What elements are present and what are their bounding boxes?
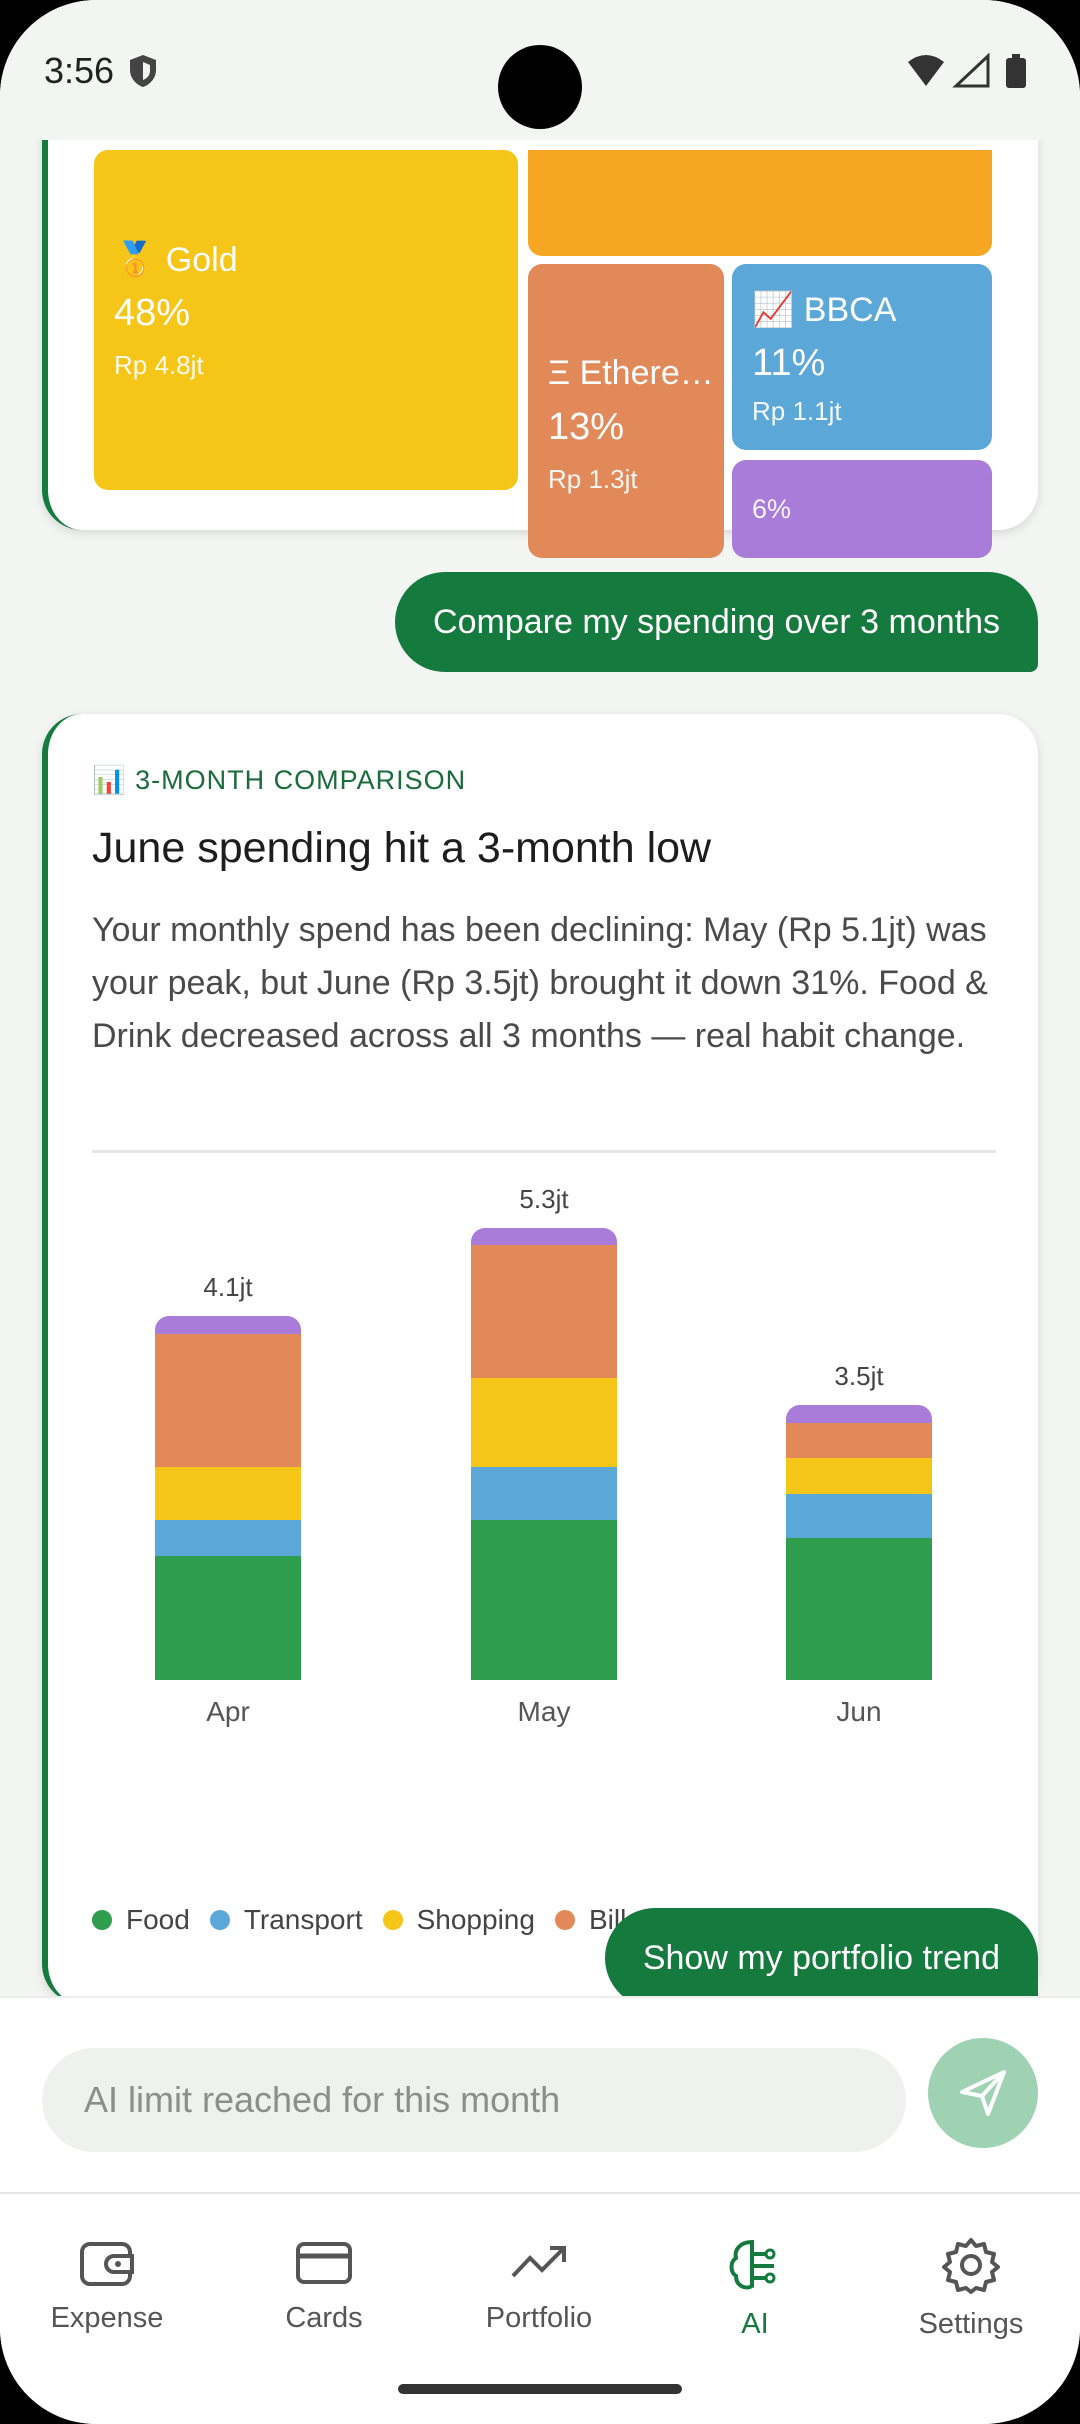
bar-segment-other-jun <box>786 1405 932 1423</box>
tile-percent: 6% <box>752 494 792 524</box>
bar-segment-bills-apr <box>155 1334 301 1468</box>
user-message: Compare my spending over 3 months <box>395 572 1038 672</box>
message-input[interactable] <box>42 2048 906 2152</box>
nav-cards[interactable]: Cards <box>244 2236 404 2335</box>
trend-icon <box>511 2246 566 2278</box>
comparison-card: 📊 3-MONTH COMPARISON June spending hit a… <box>42 714 1038 1996</box>
tile-label: BBCA <box>803 291 897 329</box>
x-tick-label: May <box>517 1696 571 1727</box>
bar-segment-shopping-apr <box>155 1467 301 1521</box>
system-status-icons <box>908 52 1026 88</box>
tile-label: Gold <box>165 241 238 279</box>
bar-segment-transport-may <box>471 1467 617 1521</box>
card-header: 📊 3-MONTH COMPARISON <box>92 764 466 796</box>
bar-total-label: 4.1jt <box>203 1272 253 1303</box>
bar-chart-icon: 📊 <box>92 765 127 795</box>
tile-amount: Rp 4.8jt <box>114 350 204 380</box>
bar-segment-food-apr <box>155 1555 301 1680</box>
bar-segment-bills-may <box>471 1245 617 1379</box>
send-icon <box>960 2070 1006 2116</box>
legend-dot <box>92 1910 112 1930</box>
bar-segment-shopping-jun <box>786 1458 932 1494</box>
legend-dot <box>209 1910 230 1930</box>
nav-ai[interactable]: AI <box>675 2236 835 2341</box>
tile-percent: 13% <box>548 406 625 448</box>
bar-segment-transport-jun <box>786 1493 932 1539</box>
legend-label: Food <box>126 1904 190 1935</box>
tile-gold[interactable]: 🥇 Gold 48% Rp 4.8jt <box>94 150 518 490</box>
tile-label: Ethere… <box>579 354 714 392</box>
tile-amount: Rp 1.3jt <box>548 464 638 494</box>
chart-up-icon: 📈 <box>752 291 795 329</box>
card-body: Your monthly spend has been declining: M… <box>92 911 988 1055</box>
x-tick-label: Jun <box>836 1696 882 1727</box>
x-tick-label: Apr <box>206 1696 250 1727</box>
wifi-icon <box>908 55 944 86</box>
tile-amount: Rp 1.1jt <box>752 396 842 426</box>
stacked-bar-chart: 4.1jt Apr 5.3jt May 3.5jt Jun <box>92 1184 996 1744</box>
bar-segment-other-may <box>471 1227 617 1246</box>
tile-ethereum[interactable]: Ξ Ethere… 13% Rp 1.3jt <box>528 264 724 558</box>
tile-percent: 48% <box>114 292 191 334</box>
battery-icon <box>1006 58 1026 88</box>
card-title: June spending hit a 3-month low <box>92 824 712 872</box>
user-message: Show my portfolio trend <box>604 1908 1038 1996</box>
medal-icon: 🥇 <box>114 241 157 279</box>
card-icon <box>296 2242 352 2284</box>
legend-dot <box>382 1910 403 1930</box>
shield-icon <box>130 55 156 87</box>
tile-bbca[interactable]: 📈 BBCA 11% Rp 1.1jt <box>732 264 992 450</box>
card-header-label: 3-MONTH COMPARISON <box>135 765 467 795</box>
legend-item-shopping: Shopping <box>382 1904 535 1936</box>
chat-thread[interactable]: 🥇 Gold 48% Rp 4.8jt Ξ Ethere… 13% Rp 1.3… <box>0 140 1080 1996</box>
tile-percent: 11% <box>752 342 826 384</box>
ethereum-icon: Ξ <box>548 354 571 392</box>
nav-expense[interactable]: Expense <box>27 2236 187 2335</box>
signal-icon <box>952 52 990 88</box>
ai-brain-icon <box>729 2239 776 2290</box>
tile-top-orange[interactable] <box>528 150 992 256</box>
bar-segment-shopping-may <box>471 1378 617 1468</box>
bar-total-label: 3.5jt <box>834 1361 884 1392</box>
bar-segment-other-apr <box>155 1316 301 1335</box>
legend-label: Transport <box>243 1904 363 1935</box>
nav-label: Expense <box>50 2302 164 2334</box>
bar-segment-bills-jun <box>786 1422 932 1459</box>
legend-dot <box>554 1910 575 1930</box>
bar-segment-food-jun <box>786 1538 932 1680</box>
nav-label: AI <box>741 2308 769 2340</box>
status-bar: 3:56 <box>0 0 1080 140</box>
legend-label: Shopping <box>416 1904 535 1935</box>
legend-item-transport: Transport <box>209 1904 363 1936</box>
tile-other[interactable]: 6% <box>732 460 992 558</box>
nav-settings[interactable]: Settings <box>891 2236 1051 2341</box>
bar-total-label: 5.3jt <box>519 1183 569 1214</box>
portfolio-allocation-card: 🥇 Gold 48% Rp 4.8jt Ξ Ethere… 13% Rp 1.3… <box>42 140 1038 558</box>
wallet-icon <box>80 2242 134 2286</box>
composer <box>0 1996 1080 2192</box>
gear-icon <box>942 2238 1000 2294</box>
legend-item-food: Food <box>92 1904 190 1936</box>
send-button[interactable] <box>928 2038 1038 2148</box>
divider <box>92 1150 996 1153</box>
bar-segment-transport-apr <box>155 1520 301 1556</box>
camera-cutout <box>498 45 582 129</box>
bar-segment-food-may <box>471 1520 617 1680</box>
nav-label: Portfolio <box>485 2302 593 2334</box>
nav-label: Settings <box>918 2308 1024 2340</box>
home-indicator[interactable] <box>398 2384 682 2394</box>
nav-portfolio[interactable]: Portfolio <box>459 2236 619 2335</box>
nav-label: Cards <box>285 2302 363 2334</box>
status-time: 3:56 <box>44 50 115 91</box>
